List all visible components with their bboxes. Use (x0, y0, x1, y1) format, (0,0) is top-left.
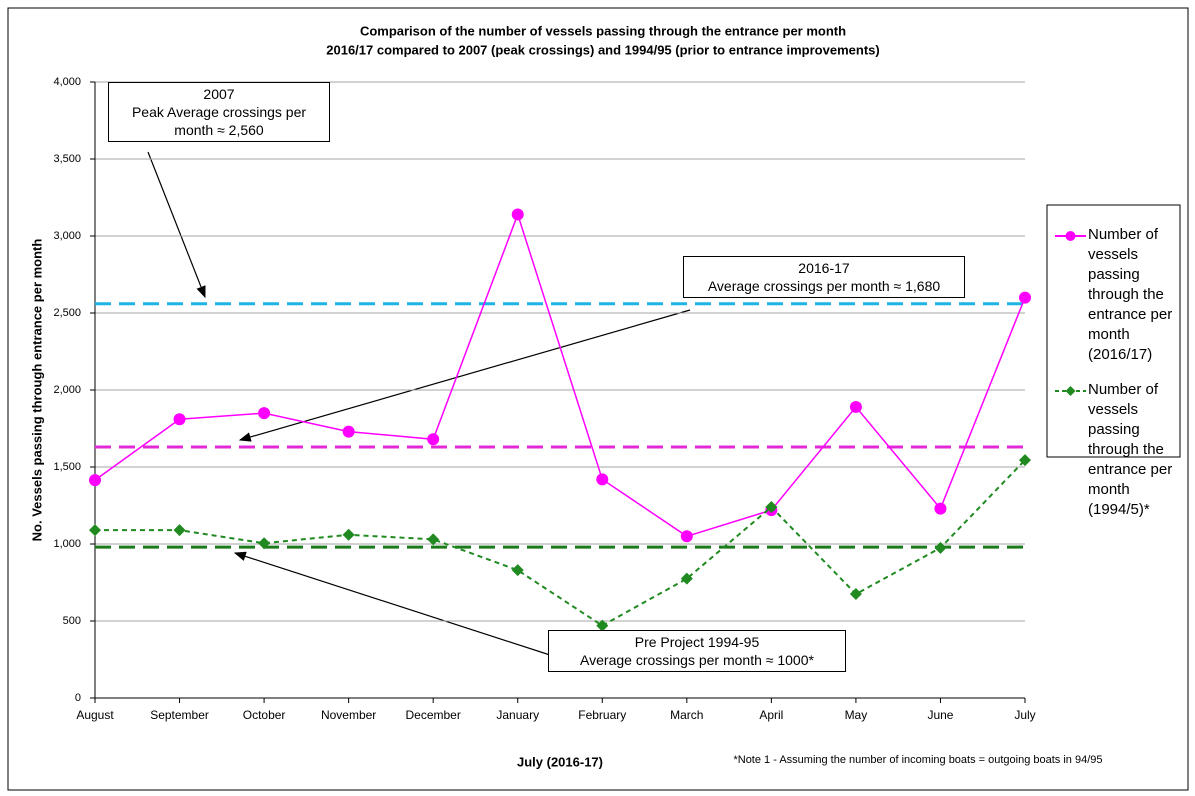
data-point (934, 541, 947, 554)
legend-label: Number of vessels passing through the en… (1088, 226, 1173, 363)
series-line (95, 459, 1026, 627)
y-tick-label: 500 (63, 615, 81, 627)
data-point (1019, 454, 1031, 467)
y-tick-label: 3,000 (53, 230, 81, 242)
x-tick-label: December (406, 708, 461, 722)
series-line (94, 212, 1026, 538)
annotation-text: 2007 (203, 86, 235, 102)
data-point (89, 474, 101, 487)
y-tick-label: 2,500 (53, 307, 81, 319)
annotation-box: 2007 Peak Average crossings per month ≈ … (108, 82, 330, 142)
footnote: *Note 1 - Assuming the number of incomin… (733, 754, 1102, 766)
annotation-text: 2016-17 (798, 260, 850, 276)
x-tick-label: May (845, 708, 868, 722)
data-point (680, 530, 693, 543)
data-point (1019, 291, 1031, 304)
annotation-box: 2016-17 Average crossings per month ≈ 1,… (683, 256, 965, 298)
x-tick-label: November (321, 708, 376, 722)
legend-marker (1065, 231, 1076, 241)
data-point (596, 473, 609, 486)
x-axis-label: July (2016-17) (517, 754, 603, 769)
legend-marker (1065, 386, 1076, 396)
y-tick-label: 1,500 (53, 461, 81, 473)
y-tick-label: 3,500 (53, 153, 81, 165)
annotation-box: Pre Project 1994-95 Average crossings pe… (548, 630, 846, 672)
data-point (934, 502, 947, 515)
x-tick-label: April (759, 708, 783, 722)
y-tick-label: 4,000 (53, 76, 81, 88)
y-axis-label: No. Vessels passing through entrance per… (29, 239, 44, 542)
data-point (427, 533, 440, 546)
annotation-arrow (147, 151, 206, 299)
annotation-arrow (238, 309, 691, 442)
x-tick-label: February (578, 708, 626, 722)
data-point (680, 572, 693, 585)
annotation-text: month ≈ 2,560 (174, 122, 264, 138)
data-point (173, 524, 186, 537)
x-tick-label: September (150, 708, 209, 722)
x-tick-label: October (243, 708, 286, 722)
legend-frame (1046, 204, 1181, 458)
data-point (89, 524, 101, 537)
data-point (511, 564, 524, 577)
annotation-text: Peak Average crossings per (131, 104, 307, 120)
data-point (596, 619, 609, 632)
data-point (511, 208, 524, 221)
data-point (765, 501, 778, 514)
data-point (342, 528, 355, 541)
data-point (342, 425, 355, 438)
annotation-text: Pre Project 1994-95 (634, 634, 760, 650)
x-tick-label: July (1014, 708, 1035, 722)
y-tick-label: 2,000 (53, 384, 81, 396)
legend-label: Number of vessels passing through the en… (1088, 381, 1173, 518)
annotation-text: Average crossings per month ≈ 1,680 (707, 278, 941, 294)
annotation-arrow (233, 551, 551, 656)
data-point (258, 407, 271, 420)
x-tick-label: January (496, 708, 539, 722)
x-tick-label: August (76, 708, 114, 722)
data-point (173, 413, 186, 426)
data-point (849, 588, 862, 601)
y-tick-label: 1,000 (53, 538, 81, 550)
y-tick-label: 0 (75, 692, 81, 704)
chart-title: Comparison of the number of vessels pass… (360, 23, 846, 38)
data-point (427, 433, 440, 446)
annotation-text: Average crossings per month ≈ 1000* (580, 652, 814, 668)
x-tick-label: March (670, 708, 703, 722)
data-point (258, 537, 271, 550)
data-point (849, 400, 862, 413)
x-tick-label: June (927, 708, 953, 722)
chart-subtitle: 2016/17 compared to 2007 (peak crossings… (326, 42, 879, 57)
